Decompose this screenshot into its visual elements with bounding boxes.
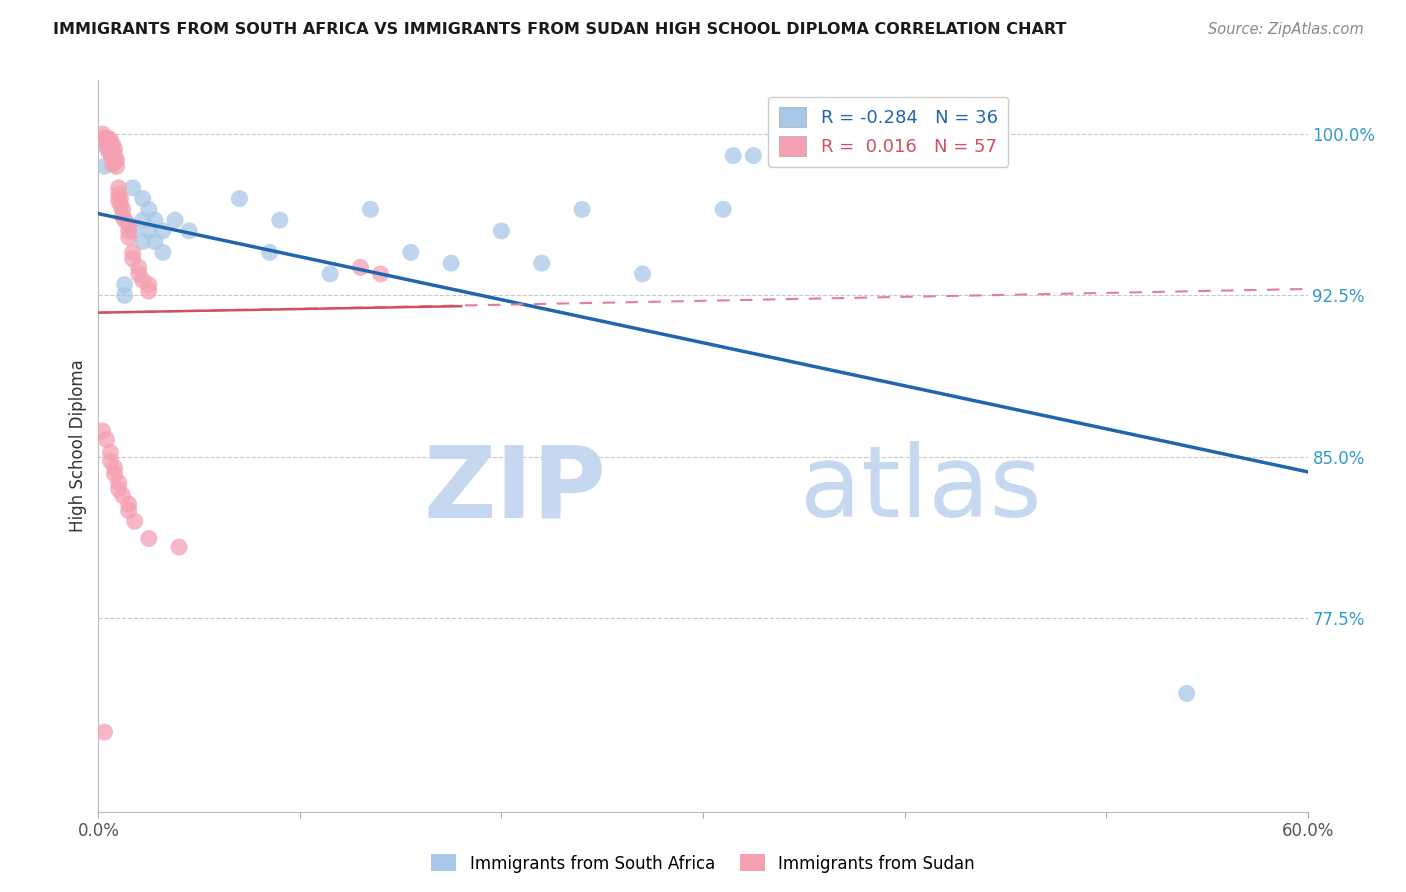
Point bbox=[138, 202, 160, 217]
Text: IMMIGRANTS FROM SOUTH AFRICA VS IMMIGRANTS FROM SUDAN HIGH SCHOOL DIPLOMA CORREL: IMMIGRANTS FROM SOUTH AFRICA VS IMMIGRAN… bbox=[53, 22, 1067, 37]
Point bbox=[103, 148, 125, 162]
Point bbox=[96, 433, 118, 447]
Point bbox=[319, 267, 342, 281]
Point bbox=[103, 142, 125, 156]
Point bbox=[97, 145, 120, 159]
Point bbox=[167, 540, 190, 554]
Point bbox=[91, 424, 114, 438]
Point bbox=[101, 151, 124, 165]
Point bbox=[111, 209, 134, 223]
Point bbox=[96, 134, 118, 148]
Point bbox=[103, 460, 125, 475]
Point bbox=[121, 224, 143, 238]
Point bbox=[93, 131, 115, 145]
Point bbox=[132, 235, 155, 249]
Legend: Immigrants from South Africa, Immigrants from Sudan: Immigrants from South Africa, Immigrants… bbox=[425, 847, 981, 880]
Text: ZIP: ZIP bbox=[423, 442, 606, 539]
Point bbox=[107, 475, 129, 490]
Point bbox=[138, 284, 160, 298]
Point bbox=[163, 213, 186, 227]
Point bbox=[107, 187, 129, 202]
Point bbox=[107, 194, 129, 208]
Point bbox=[179, 224, 201, 238]
Point bbox=[349, 260, 371, 275]
Point bbox=[128, 267, 150, 281]
Point bbox=[491, 224, 513, 238]
Point bbox=[152, 245, 174, 260]
Point bbox=[370, 267, 392, 281]
Point bbox=[121, 245, 143, 260]
Point bbox=[101, 157, 124, 171]
Point bbox=[114, 277, 136, 292]
Point bbox=[105, 159, 128, 173]
Point bbox=[1175, 686, 1198, 700]
Text: atlas: atlas bbox=[800, 442, 1042, 539]
Point bbox=[124, 514, 146, 528]
Point bbox=[103, 467, 125, 481]
Point bbox=[107, 181, 129, 195]
Point bbox=[143, 213, 166, 227]
Point bbox=[103, 155, 125, 169]
Point bbox=[101, 137, 124, 152]
Point bbox=[118, 218, 141, 232]
Point bbox=[101, 145, 124, 159]
Point bbox=[132, 213, 155, 227]
Point bbox=[93, 159, 115, 173]
Point bbox=[530, 256, 553, 270]
Point bbox=[100, 140, 122, 154]
Point bbox=[111, 488, 134, 502]
Point bbox=[128, 260, 150, 275]
Point bbox=[631, 267, 654, 281]
Point bbox=[121, 181, 143, 195]
Point bbox=[111, 202, 134, 217]
Point bbox=[723, 148, 745, 162]
Point bbox=[742, 148, 765, 162]
Point bbox=[105, 153, 128, 167]
Point bbox=[118, 497, 141, 511]
Point bbox=[138, 224, 160, 238]
Point bbox=[228, 192, 250, 206]
Point bbox=[138, 277, 160, 292]
Point bbox=[110, 198, 132, 212]
Point bbox=[97, 137, 120, 152]
Point bbox=[118, 230, 141, 244]
Point bbox=[100, 134, 122, 148]
Point bbox=[114, 213, 136, 227]
Point bbox=[118, 224, 141, 238]
Point bbox=[93, 137, 115, 152]
Point bbox=[269, 213, 291, 227]
Point bbox=[110, 192, 132, 206]
Point bbox=[360, 202, 382, 217]
Point bbox=[121, 252, 143, 266]
Point bbox=[152, 224, 174, 238]
Point bbox=[93, 725, 115, 739]
Point bbox=[143, 235, 166, 249]
Y-axis label: High School Diploma: High School Diploma bbox=[69, 359, 87, 533]
Point bbox=[100, 146, 122, 161]
Point bbox=[100, 445, 122, 459]
Point bbox=[904, 148, 927, 162]
Point bbox=[96, 137, 118, 152]
Point bbox=[91, 127, 114, 141]
Point bbox=[440, 256, 463, 270]
Point bbox=[132, 192, 155, 206]
Point bbox=[711, 202, 734, 217]
Point bbox=[399, 245, 422, 260]
Point bbox=[853, 148, 876, 162]
Point bbox=[114, 288, 136, 302]
Point bbox=[571, 202, 593, 217]
Point bbox=[853, 148, 876, 162]
Point bbox=[107, 482, 129, 496]
Point bbox=[259, 245, 281, 260]
Point bbox=[893, 137, 915, 152]
Legend: R = -0.284   N = 36, R =  0.016   N = 57: R = -0.284 N = 36, R = 0.016 N = 57 bbox=[768, 96, 1008, 167]
Point bbox=[138, 532, 160, 546]
Point bbox=[132, 273, 155, 287]
Point bbox=[97, 131, 120, 145]
Text: Source: ZipAtlas.com: Source: ZipAtlas.com bbox=[1208, 22, 1364, 37]
Point bbox=[118, 503, 141, 517]
Point bbox=[100, 454, 122, 468]
